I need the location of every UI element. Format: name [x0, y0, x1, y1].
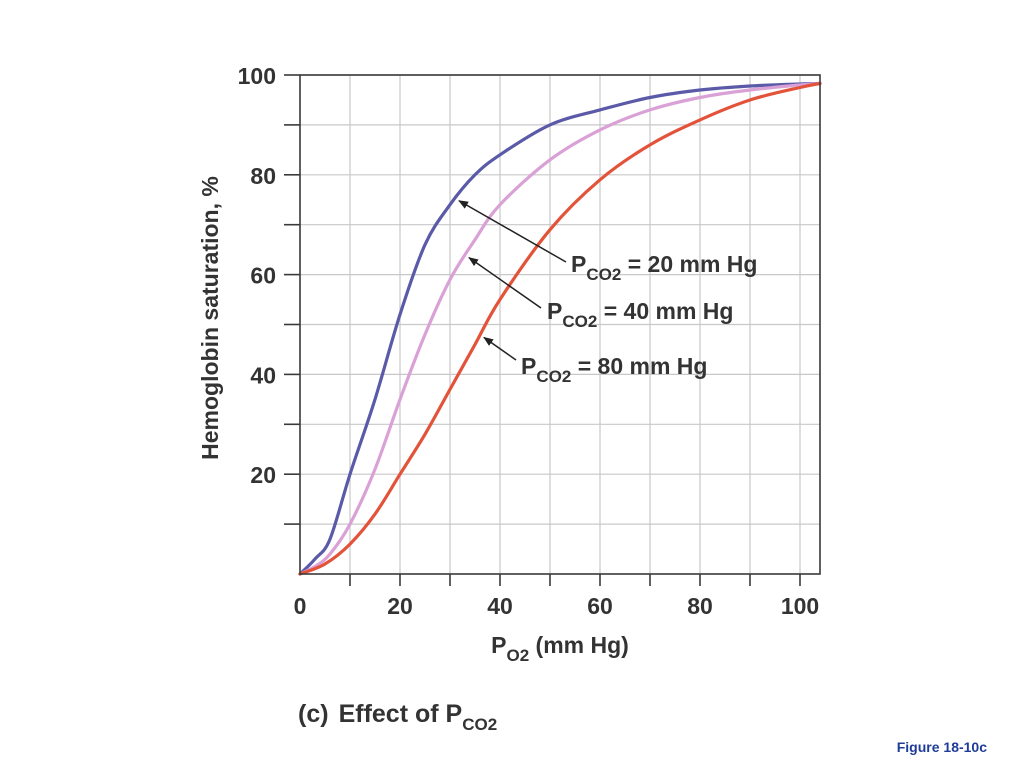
- y-tick-label: 60: [250, 263, 276, 289]
- series-lines: [298, 81, 822, 576]
- series-label-2-sub: CO2: [562, 312, 597, 331]
- x-tick-label: 80: [687, 593, 713, 619]
- series-label-3-rest: = 80 mm Hg: [571, 353, 707, 379]
- series-label-3-main: P: [521, 353, 536, 379]
- x-axis-title-sub: O2: [506, 646, 529, 665]
- series-label-1-rest: = 20 mm Hg: [621, 251, 757, 277]
- y-tick-label: 100: [238, 63, 276, 89]
- series-line-3: [298, 81, 822, 576]
- annotations: PCO2 = 20 mm Hg PCO2 = 40 mm Hg PCO2 = 8…: [458, 200, 757, 386]
- grid: [300, 74, 820, 574]
- caption-sub: CO2: [462, 715, 497, 734]
- annotation-arrow-3: [483, 336, 517, 361]
- figure-label: Figure 18-10c: [897, 739, 987, 755]
- series-line-1: [298, 81, 822, 576]
- annotation-arrow-2: [468, 257, 542, 309]
- x-tick-label: 100: [781, 593, 819, 619]
- annotation-arrows: [458, 200, 567, 361]
- series-line-2: [298, 81, 822, 576]
- series-label-2-rest: = 40 mm Hg: [597, 298, 733, 324]
- series-label-3: PCO2 = 80 mm Hg: [521, 353, 707, 386]
- y-tick-label: 20: [250, 462, 276, 488]
- series-label-1: PCO2 = 20 mm Hg: [571, 251, 757, 284]
- x-axis-title: PO2 (mm Hg): [491, 632, 629, 665]
- x-axis-title-main: P: [491, 632, 506, 658]
- annotation-arrow-1: [458, 200, 567, 263]
- ticks: 0 20 40 60 80 100 20 40 60 80 100: [238, 63, 820, 619]
- x-tick-label: 20: [387, 593, 413, 619]
- series-label-2-main: P: [547, 298, 562, 324]
- x-axis-title-rest: (mm Hg): [529, 632, 629, 658]
- y-tick-label: 80: [250, 163, 276, 189]
- y-tick-label: 40: [250, 362, 276, 388]
- series-label-2: PCO2 = 40 mm Hg: [547, 298, 733, 331]
- series-label-3-sub: CO2: [536, 367, 571, 386]
- caption: (c) Effect of PCO2: [298, 700, 497, 734]
- caption-text: Effect of P: [339, 700, 463, 728]
- series-label-1-main: P: [571, 251, 586, 277]
- y-axis-title: Hemoglobin saturation, %: [197, 176, 223, 460]
- x-tick-label: 60: [587, 593, 613, 619]
- x-tick-label: 40: [487, 593, 513, 619]
- caption-letter: (c): [298, 700, 329, 728]
- x-tick-label: 0: [294, 593, 307, 619]
- series-label-1-sub: CO2: [586, 265, 621, 284]
